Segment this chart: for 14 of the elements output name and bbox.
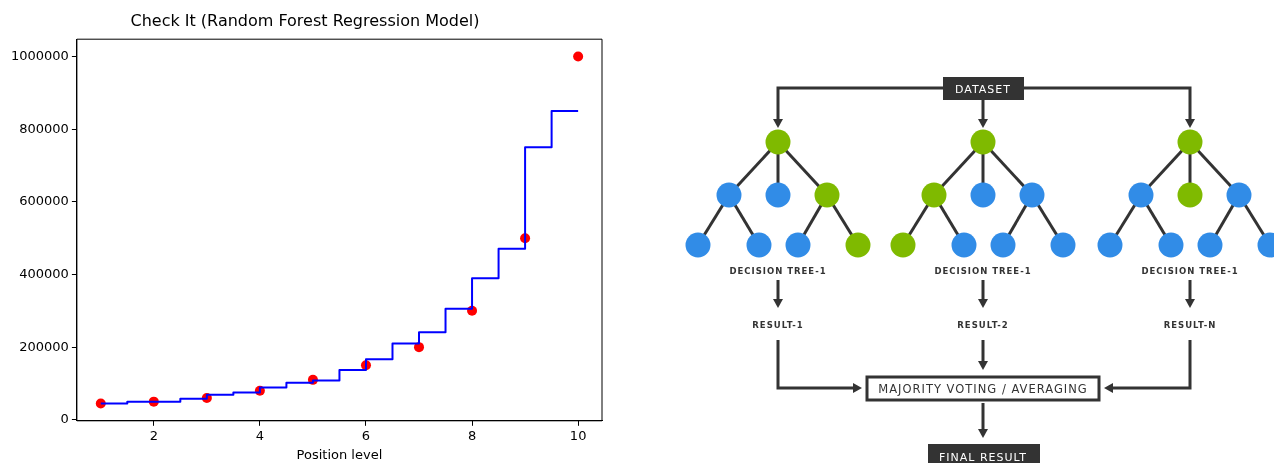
y-tick-label: 400000	[19, 265, 69, 281]
x-tick-label: 10	[569, 427, 587, 443]
y-tick-label: 0	[60, 411, 69, 427]
x-tick-label: 6	[361, 427, 371, 443]
point	[573, 51, 584, 62]
x-tick-label: 2	[149, 427, 158, 443]
y-tick-label: 600000	[19, 193, 69, 209]
x-axis-title: Position level	[296, 446, 383, 462]
y-tick-label: 200000	[19, 338, 69, 354]
y-tick-label: 1000000	[10, 47, 69, 63]
chart-title: Check It (Random Forest Regression Model)	[130, 10, 480, 30]
x-tick-label: 4	[255, 427, 265, 443]
y-tick-label: 800000	[19, 120, 69, 136]
x-tick-label: 8	[467, 427, 477, 443]
